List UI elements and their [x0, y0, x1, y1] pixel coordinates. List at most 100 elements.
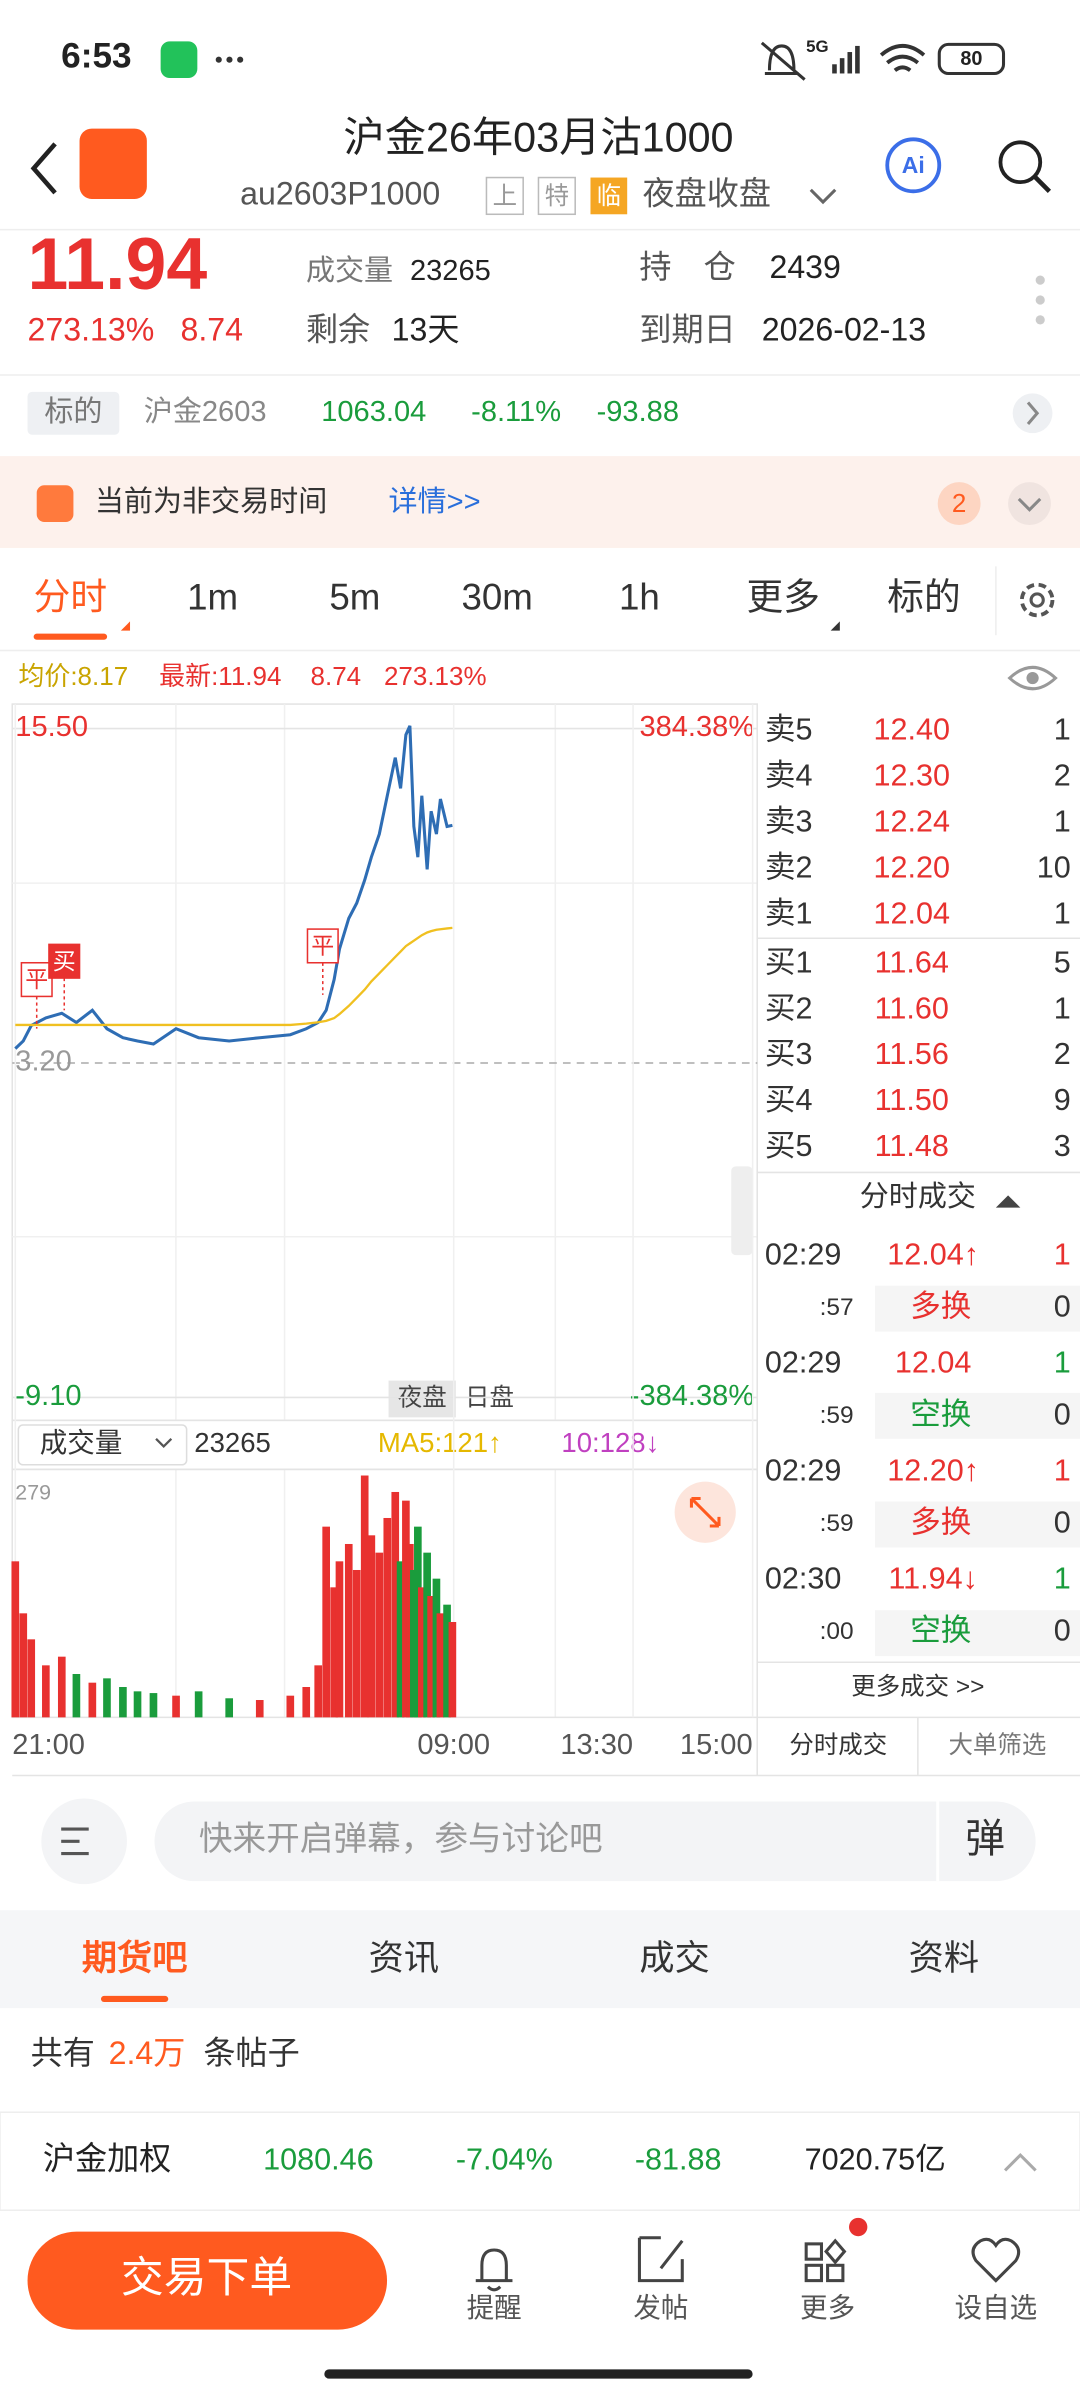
- mute-icon: [760, 41, 806, 81]
- volume-bar: [330, 1587, 338, 1718]
- danmaku-button: 弹: [965, 1817, 1005, 1861]
- bid-label: 买1: [765, 945, 813, 979]
- ask-label: 卖5: [765, 713, 813, 747]
- underlying-name: 沪金2603: [144, 395, 267, 428]
- panel-toggle[interactable]: [731, 1166, 753, 1256]
- label: 剩余: [306, 312, 370, 348]
- underlying-tag: 标的: [44, 395, 102, 428]
- y-tick-label: 279: [15, 1481, 51, 1505]
- marker-box: [48, 943, 81, 979]
- section-tab: 资讯: [369, 1939, 439, 1978]
- bid-price: 11.56: [875, 1037, 949, 1071]
- volume-bar: [344, 1543, 353, 1718]
- chart-tab: 1h: [619, 577, 660, 618]
- section-tab: 期货吧: [82, 1939, 188, 1978]
- watch-icon[interactable]: [971, 2237, 1021, 2283]
- volume-bar: [335, 1561, 344, 1718]
- volume-bar: [314, 1665, 323, 1718]
- more-grid-icon[interactable]: [804, 2238, 847, 2283]
- posts-count: 2.4万: [109, 2035, 186, 2071]
- volume-bar: [432, 1578, 441, 1718]
- volume-selector[interactable]: [17, 1424, 188, 1466]
- wechat-icon: [160, 41, 198, 79]
- section-tab: 成交: [639, 1939, 709, 1978]
- volume-bar: [443, 1604, 451, 1718]
- collapse-button[interactable]: [1008, 482, 1051, 525]
- comment-input[interactable]: [154, 1801, 1036, 1882]
- volume-bar: [360, 1475, 369, 1718]
- value: 13天: [392, 312, 460, 348]
- volume-bar: [119, 1687, 127, 1718]
- volume-bar: [418, 1587, 426, 1718]
- trade-kind: 多换: [910, 1290, 971, 1324]
- latest-price: 最新:11.94: [159, 661, 281, 691]
- ask-price: 12.40: [873, 713, 950, 747]
- volume-bar: [225, 1698, 234, 1718]
- sort-arrow: [995, 1195, 1021, 1208]
- expand-ticker[interactable]: [1003, 2152, 1037, 2172]
- danmaku-icon: [61, 1827, 89, 1856]
- badge: [937, 482, 981, 525]
- avg-price: 均价:8.17: [18, 661, 128, 691]
- chart-tab: 标的: [887, 577, 960, 618]
- more-icon[interactable]: [1035, 275, 1045, 325]
- ask-label: 卖2: [765, 850, 813, 884]
- underlying-change: -93.88: [597, 396, 679, 428]
- chart-tab: 30m: [461, 577, 532, 618]
- volume-bar: [367, 1535, 376, 1718]
- value: 23265: [410, 255, 491, 287]
- trade-qty: 1: [1054, 1454, 1071, 1488]
- volume-bar: [255, 1700, 264, 1718]
- trade-marker: 平: [25, 966, 48, 992]
- trade-time: 02:30: [765, 1561, 842, 1595]
- trade-price: 12.04: [895, 1346, 972, 1380]
- volume-bar: [406, 1543, 414, 1718]
- volume-bar: [396, 1561, 405, 1718]
- tag: 上: [493, 182, 517, 210]
- value: 2439: [769, 249, 840, 285]
- trade-qty: 1: [1054, 1561, 1071, 1595]
- notice-link: 详情>>: [389, 485, 481, 518]
- arrow-button[interactable]: [1012, 393, 1053, 434]
- search-button[interactable]: [998, 140, 1043, 185]
- ask-qty: 10: [1037, 850, 1071, 884]
- ticker-price: 1080.46: [263, 2142, 374, 2176]
- notice-bar: [0, 456, 1080, 548]
- volume-bar: [133, 1691, 142, 1718]
- volume-bar: [57, 1656, 66, 1718]
- settings-icon[interactable]: [1019, 582, 1055, 618]
- danmaku-toggle[interactable]: [41, 1798, 127, 1885]
- volume-bar: [423, 1552, 431, 1718]
- volume-bar: [391, 1491, 400, 1718]
- volume-bar: [402, 1500, 410, 1718]
- trade-time: 02:29: [765, 1346, 842, 1380]
- ai-button[interactable]: [885, 137, 942, 194]
- back-button[interactable]: [30, 142, 57, 195]
- tag-box: [537, 176, 576, 216]
- eye-icon[interactable]: [1007, 665, 1058, 691]
- bid-label: 买4: [765, 1083, 813, 1117]
- volume-bar: [375, 1552, 384, 1718]
- ask-price: 12.30: [873, 759, 950, 793]
- notice-icon: [36, 485, 74, 522]
- volume-bar: [427, 1595, 435, 1718]
- tag: 特: [545, 182, 569, 210]
- volume-bar: [103, 1678, 111, 1718]
- trade-kind: 空换: [910, 1613, 971, 1647]
- chevron: [1017, 497, 1042, 512]
- bid-label: 买2: [765, 991, 813, 1025]
- bell-icon[interactable]: [475, 2248, 513, 2292]
- change-pct: 273.13%: [28, 312, 155, 348]
- chart-tab: 分时: [34, 577, 107, 618]
- volume-bar: [286, 1695, 295, 1718]
- chart-tab: 更多: [747, 577, 820, 618]
- tab-corner: [830, 621, 840, 631]
- trade-button[interactable]: [27, 2231, 388, 2330]
- trade-qty: 1: [1054, 1238, 1071, 1272]
- post-icon[interactable]: [637, 2236, 684, 2283]
- action-label: 发帖: [633, 2292, 688, 2323]
- trade-seconds: :57: [820, 1294, 854, 1321]
- trade-kind-qty: 0: [1054, 1506, 1071, 1540]
- dropdown-arrow[interactable]: [809, 188, 837, 205]
